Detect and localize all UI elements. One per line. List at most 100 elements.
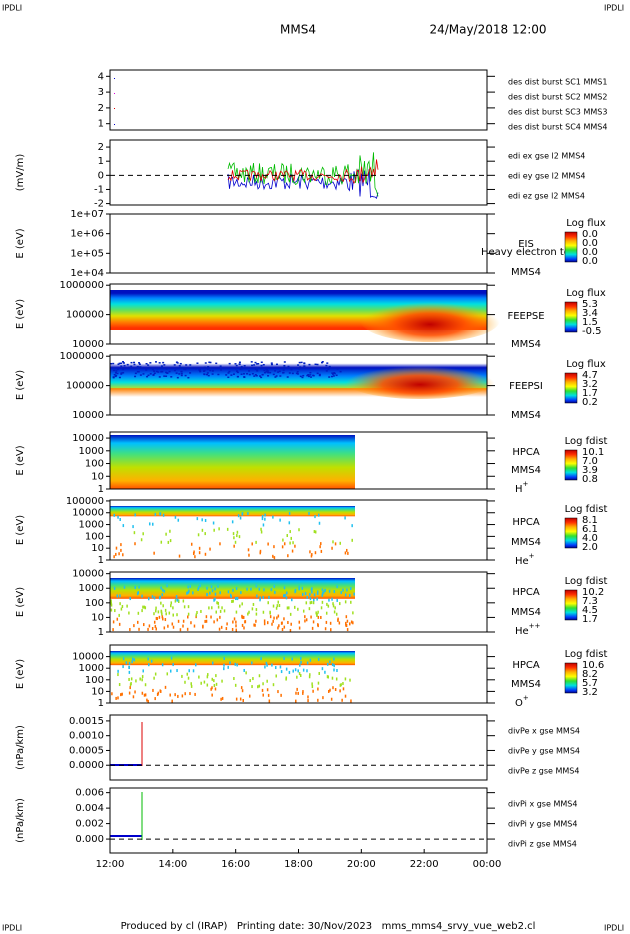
speck xyxy=(134,375,137,378)
speck xyxy=(120,693,122,697)
speck xyxy=(270,362,273,364)
spectrogram xyxy=(110,651,355,666)
speck xyxy=(298,528,300,532)
speck xyxy=(331,546,333,550)
speck xyxy=(179,366,182,369)
speck xyxy=(122,372,125,374)
speck xyxy=(335,612,338,616)
y-tick-label: 1 xyxy=(98,698,104,709)
speck xyxy=(256,594,258,598)
instrument-label: FEEPSE xyxy=(507,311,544,322)
speck xyxy=(176,376,179,379)
speck xyxy=(131,657,134,661)
legend-entry: edi ey gse l2 MMS4 xyxy=(508,172,586,181)
speck xyxy=(279,375,282,377)
speck xyxy=(141,594,143,598)
speck xyxy=(350,600,352,604)
x-tick-label: 14:00 xyxy=(158,859,187,870)
speck xyxy=(317,687,319,691)
speck xyxy=(290,622,292,626)
speck xyxy=(242,373,245,375)
speck xyxy=(174,599,177,603)
speck xyxy=(308,512,310,516)
speck xyxy=(122,361,125,363)
note: Heavy electron to xyxy=(481,247,570,258)
colorbar-label: 4.0 xyxy=(582,533,598,544)
y-tick-label: 10 xyxy=(91,543,104,554)
speck xyxy=(281,628,284,632)
speck xyxy=(187,376,190,379)
speck xyxy=(157,610,160,614)
speck xyxy=(132,525,134,529)
speck xyxy=(138,627,140,631)
y-tick-label: 0.0010 xyxy=(69,731,104,742)
speck xyxy=(161,593,164,597)
speck xyxy=(195,615,197,619)
instrument-label: MMS4 xyxy=(511,607,541,618)
speck xyxy=(149,362,152,364)
speck xyxy=(311,626,314,630)
speck xyxy=(314,515,316,519)
speck xyxy=(151,595,154,599)
speck xyxy=(205,619,208,623)
speck xyxy=(179,362,182,365)
speck xyxy=(258,375,261,377)
speck xyxy=(240,591,242,595)
y-tick-label: 100 xyxy=(85,598,104,609)
speck xyxy=(344,677,347,681)
speck xyxy=(330,697,333,701)
speck xyxy=(197,533,200,537)
colorbar-title: Log flux xyxy=(566,218,606,229)
speck xyxy=(260,530,263,534)
speck xyxy=(259,549,262,553)
speck xyxy=(170,376,173,378)
y-tick-label: 1e+07 xyxy=(70,209,104,220)
speck xyxy=(206,593,208,597)
speck xyxy=(304,592,307,596)
speck xyxy=(203,369,206,372)
speck xyxy=(172,663,174,667)
speck xyxy=(258,367,261,369)
speck xyxy=(112,620,115,624)
colorbar-label: 3.9 xyxy=(582,465,598,476)
speck xyxy=(160,366,163,369)
spectrogram xyxy=(110,578,355,599)
speck xyxy=(223,609,226,613)
speck xyxy=(217,373,220,376)
speck xyxy=(255,608,258,612)
speck xyxy=(166,372,169,374)
instrument-label: MMS4 xyxy=(511,679,541,690)
speck xyxy=(184,692,186,696)
speck xyxy=(155,606,157,610)
speck xyxy=(141,678,143,682)
speck xyxy=(292,669,294,673)
speck xyxy=(243,365,246,367)
y-tick-label: 0 xyxy=(98,170,104,181)
speck xyxy=(239,697,242,701)
y-tick-label: 0.004 xyxy=(75,803,104,814)
speck xyxy=(147,364,150,366)
speck xyxy=(233,536,235,540)
speck xyxy=(156,617,158,621)
species-base: H xyxy=(515,484,523,495)
speck xyxy=(211,693,213,697)
y-tick-label: 1e+06 xyxy=(70,229,104,240)
speck xyxy=(288,372,291,374)
speck xyxy=(311,682,313,686)
speck xyxy=(211,373,214,375)
speck xyxy=(263,369,266,372)
speck xyxy=(253,375,256,377)
speck xyxy=(165,371,168,374)
speck xyxy=(226,527,229,531)
speck xyxy=(307,374,310,376)
speck xyxy=(120,373,123,375)
speck xyxy=(185,364,188,366)
speck xyxy=(153,372,156,375)
speck xyxy=(226,622,228,626)
speck xyxy=(259,551,261,555)
speck xyxy=(338,621,341,625)
speck xyxy=(161,663,164,667)
speck xyxy=(213,598,215,602)
speck xyxy=(118,683,121,687)
speck xyxy=(240,366,243,368)
